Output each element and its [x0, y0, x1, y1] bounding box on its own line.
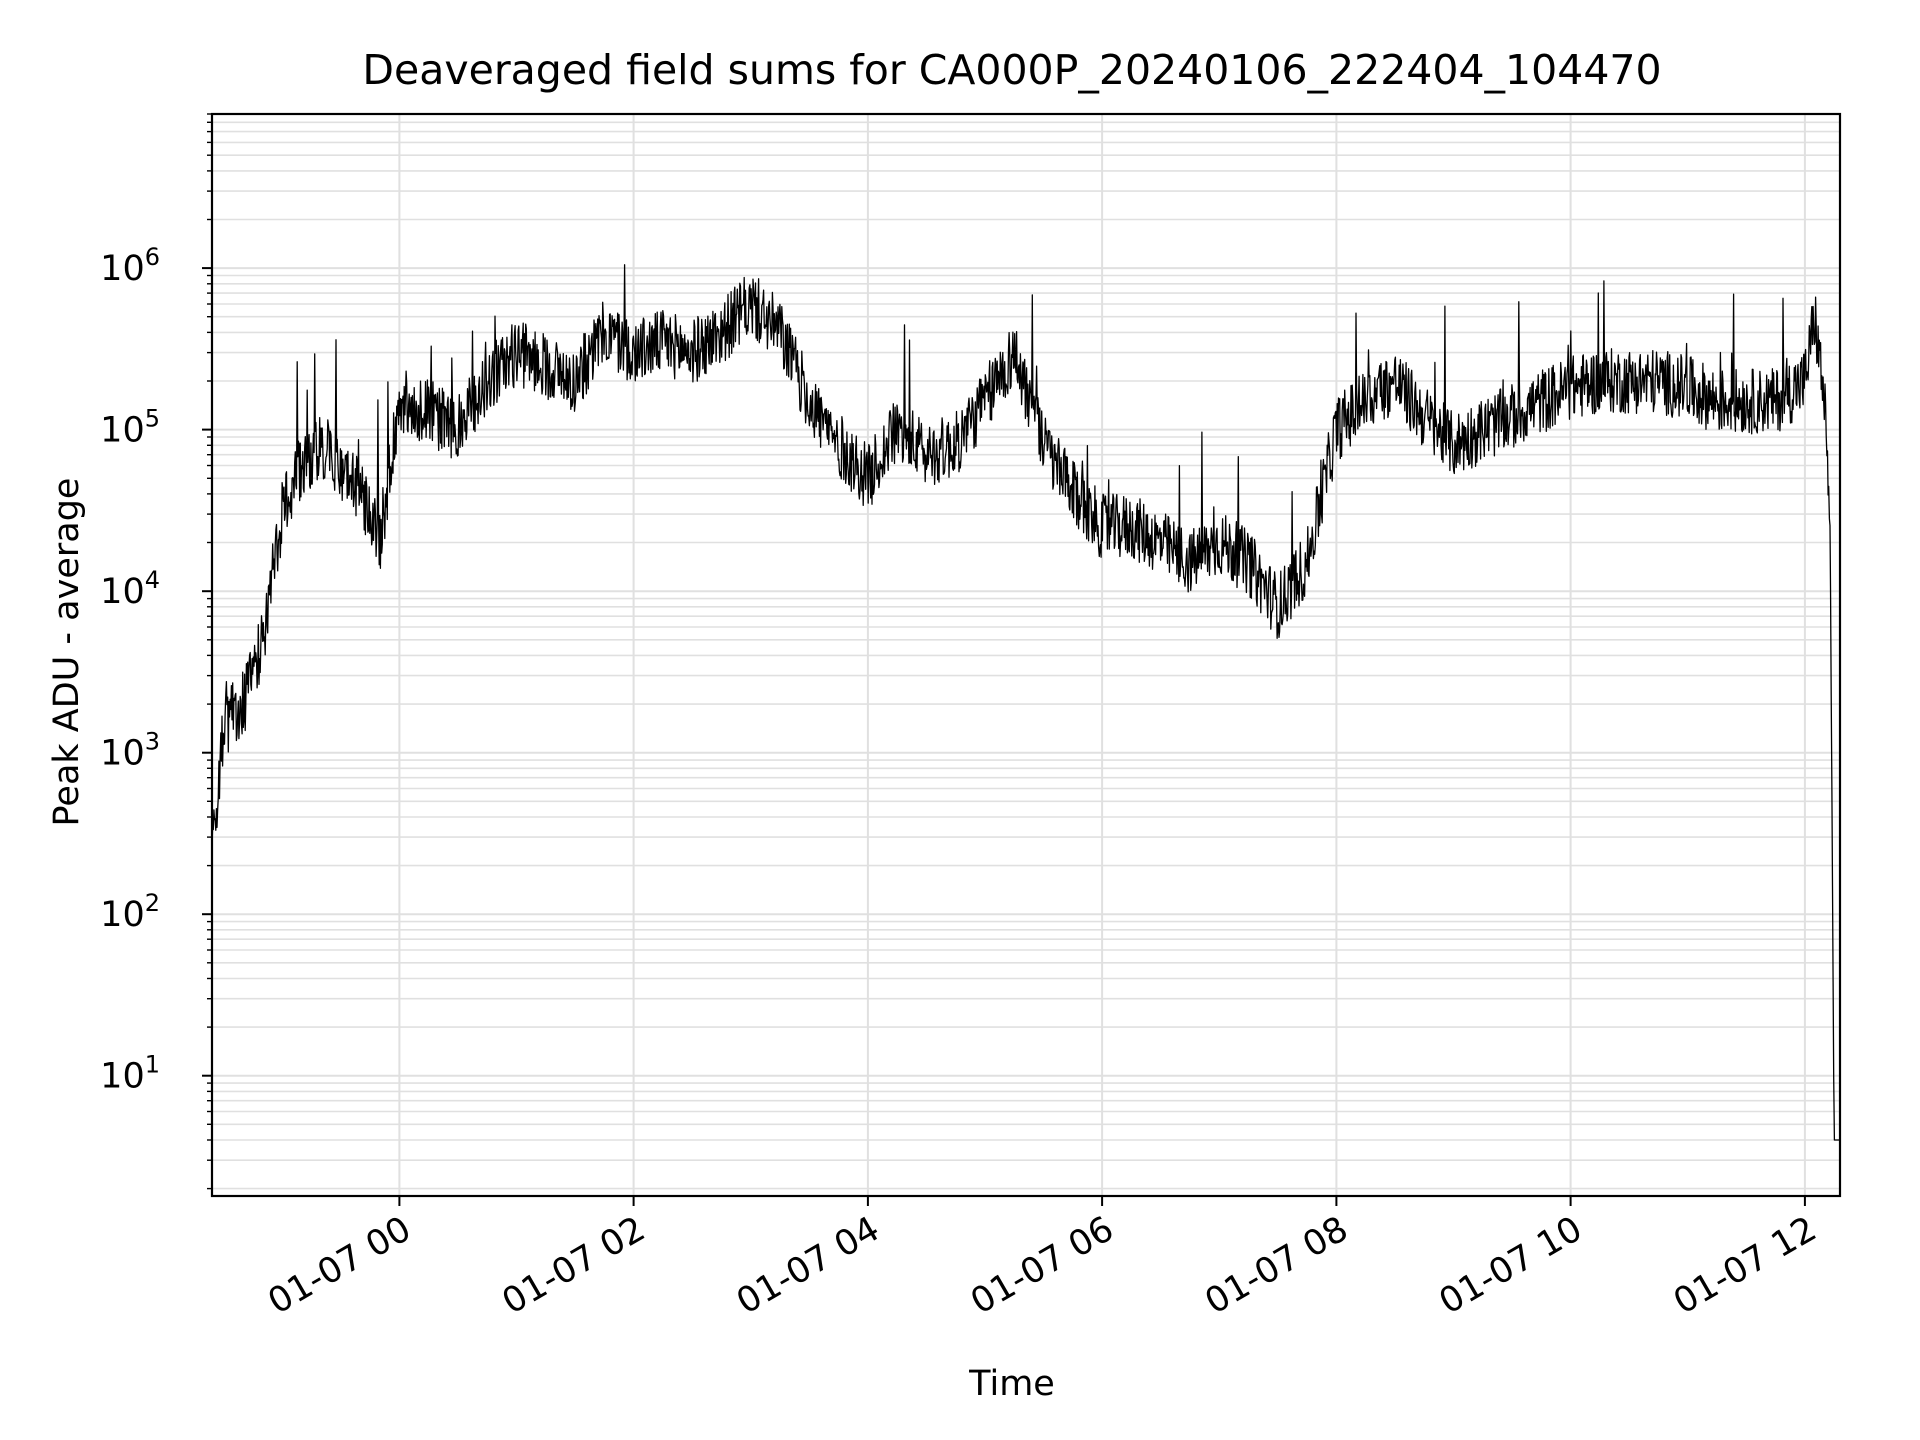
y-tick-base: 10 — [100, 895, 145, 935]
chart-title: Deaveraged field sums for CA000P_2024010… — [362, 46, 1661, 94]
y-tick-exponent: 2 — [145, 889, 160, 917]
series-layer — [211, 264, 1841, 1141]
y-tick-label: 103 — [100, 728, 160, 774]
y-tick-base: 10 — [100, 572, 145, 612]
y-tick-exponent: 1 — [145, 1051, 160, 1079]
y-tick-label: 105 — [100, 405, 160, 451]
y-tick-label: 104 — [100, 566, 160, 612]
x-axis-label: Time — [968, 1364, 1055, 1404]
y-tick-exponent: 3 — [145, 728, 160, 756]
y-tick-label: 106 — [100, 243, 160, 289]
y-axis-label: Peak ADU - average — [47, 478, 87, 827]
y-tick-exponent: 5 — [145, 405, 160, 433]
y-tick-label: 101 — [100, 1051, 160, 1097]
y-tick-exponent: 4 — [145, 566, 160, 594]
y-tick-base: 10 — [100, 734, 145, 774]
y-tick-base: 10 — [100, 411, 145, 451]
y-tick-base: 10 — [100, 1057, 145, 1097]
y-tick-label: 102 — [100, 889, 160, 935]
y-tick-exponent: 6 — [145, 243, 160, 271]
series-line — [211, 264, 1841, 1141]
y-tick-base: 10 — [100, 249, 145, 289]
